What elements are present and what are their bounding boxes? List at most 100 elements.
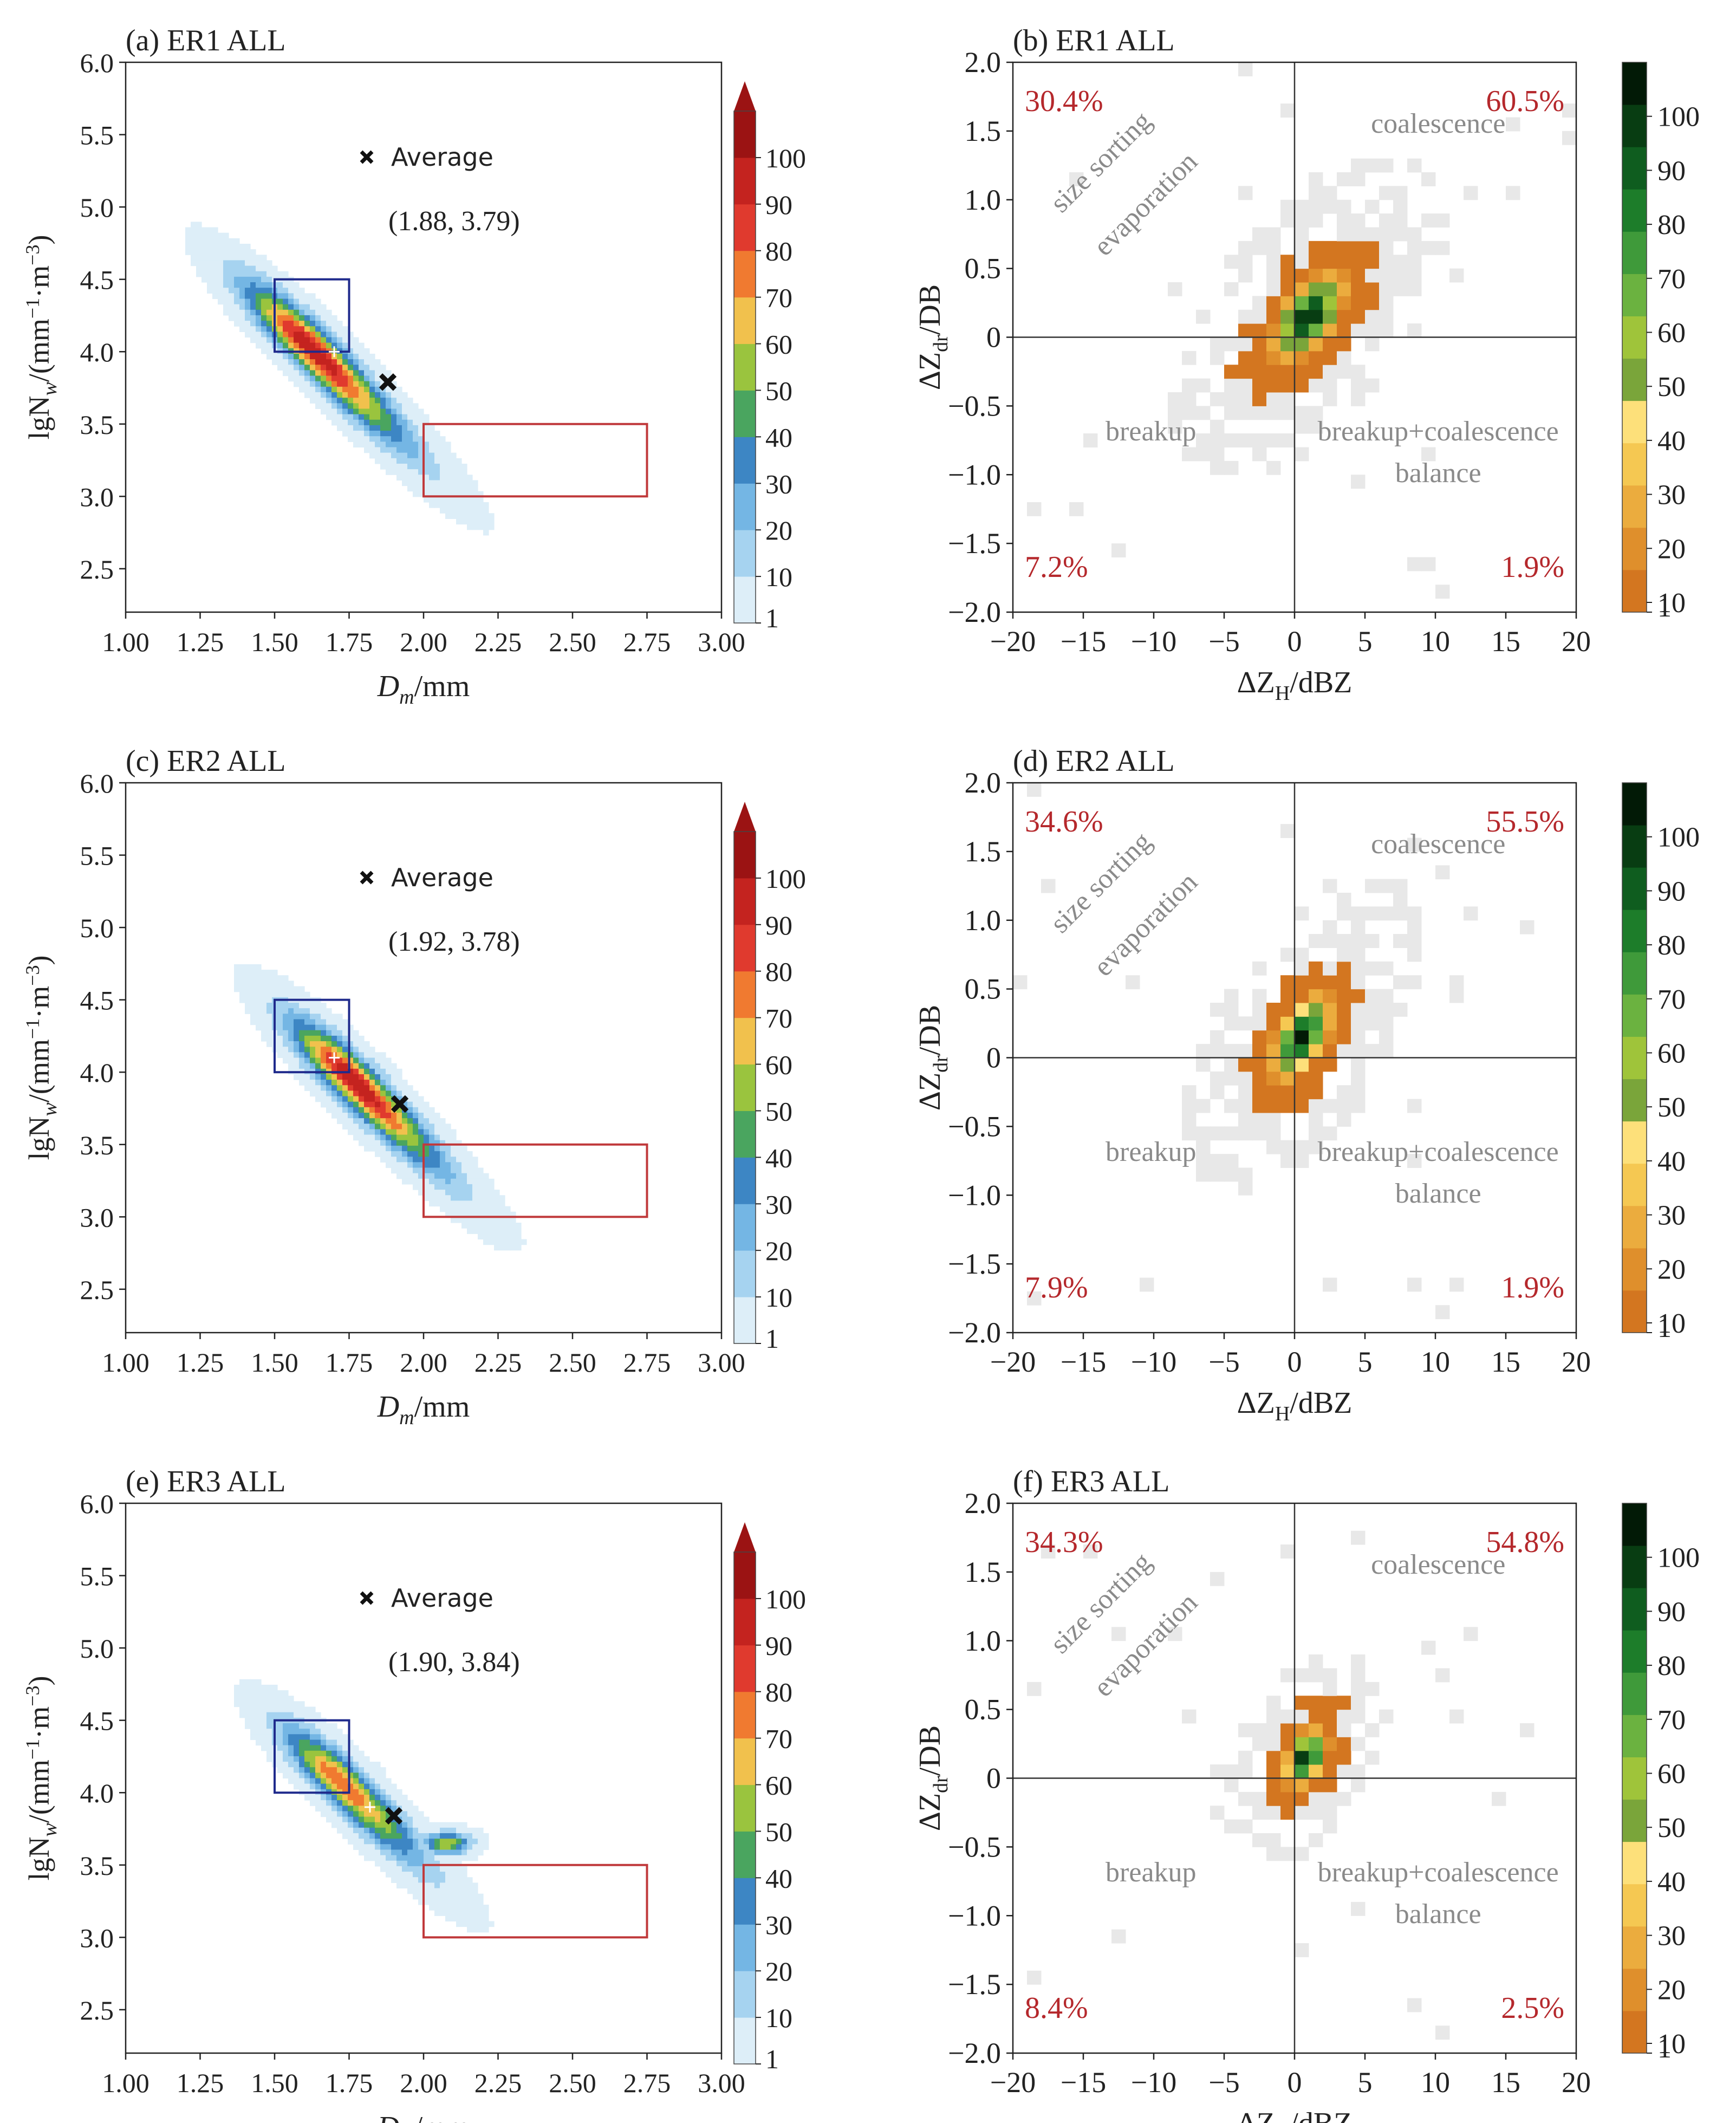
density-cell xyxy=(256,255,262,261)
density-cell xyxy=(304,1074,310,1080)
x-axis-label: Dm/mm xyxy=(377,670,470,709)
density-cell xyxy=(337,1041,343,1047)
colorbar-tick-label: 100 xyxy=(1657,102,1700,133)
histogram-cell xyxy=(1407,837,1422,852)
density-cell xyxy=(434,1849,440,1856)
density-cell xyxy=(315,332,321,338)
density-cell xyxy=(283,315,289,321)
density-cell xyxy=(413,1816,419,1823)
density-cell xyxy=(250,265,256,272)
density-cell xyxy=(234,243,240,250)
density-cell xyxy=(218,238,224,244)
density-cell xyxy=(364,1101,370,1108)
density-cell xyxy=(489,518,495,525)
density-cell xyxy=(456,1888,462,1894)
density-cell xyxy=(413,1162,419,1168)
density-cell xyxy=(277,1035,283,1042)
histogram-cell xyxy=(1182,1085,1197,1100)
density-cell xyxy=(304,1035,310,1042)
histogram-cell xyxy=(1295,1696,1309,1710)
density-cell xyxy=(321,1762,327,1768)
colorbar-tick-label: 80 xyxy=(765,957,792,987)
density-cell xyxy=(348,1767,354,1773)
density-cell xyxy=(467,1888,473,1894)
colorbar-segment xyxy=(1622,2010,1647,2054)
density-cell xyxy=(418,480,424,486)
density-cell xyxy=(396,1068,402,1075)
density-cell xyxy=(337,1030,343,1036)
histogram-cell xyxy=(1337,1709,1351,1724)
density-cell xyxy=(299,288,305,294)
density-cell xyxy=(353,403,359,410)
histogram-cell xyxy=(1238,1750,1253,1765)
density-cell xyxy=(283,1024,289,1031)
density-cell xyxy=(304,309,310,316)
density-cell xyxy=(472,1926,478,1933)
density-cell xyxy=(283,1047,289,1053)
density-cell xyxy=(315,1047,321,1053)
histogram-cell xyxy=(1309,1750,1323,1765)
density-cell xyxy=(483,1217,489,1223)
density-cell xyxy=(494,1239,500,1245)
density-cell xyxy=(467,502,473,508)
density-cell xyxy=(434,491,440,497)
density-cell xyxy=(375,1090,381,1097)
histogram-cell xyxy=(1351,1681,1366,1696)
histogram-cell xyxy=(1309,1778,1323,1793)
density-cell xyxy=(418,1101,424,1108)
colorbar-segment xyxy=(734,204,756,251)
density-cell xyxy=(348,1052,354,1059)
histogram-cell xyxy=(1266,1126,1281,1141)
density-cell xyxy=(483,1910,489,1916)
density-cell xyxy=(299,309,305,316)
density-cell xyxy=(294,1739,300,1746)
density-cell xyxy=(461,1223,467,1229)
density-cell xyxy=(467,1157,473,1163)
density-cell xyxy=(283,1030,289,1036)
density-cell xyxy=(294,1041,300,1047)
density-cell xyxy=(380,1151,386,1157)
density-cell xyxy=(337,1822,343,1828)
density-cell xyxy=(353,436,359,442)
histogram-cell xyxy=(1295,1709,1309,1724)
density-cell xyxy=(191,243,197,250)
y-tick-label: −0.5 xyxy=(948,1830,1001,1863)
density-cell xyxy=(277,1690,283,1696)
density-cell xyxy=(294,315,300,321)
density-cell xyxy=(386,452,392,459)
colorbar-segment xyxy=(1622,867,1647,910)
density-cell xyxy=(375,1134,381,1141)
density-cell xyxy=(375,403,381,410)
histogram-cell xyxy=(1266,1030,1281,1044)
density-cell xyxy=(489,1200,495,1207)
density-cell xyxy=(478,1921,484,1927)
density-cell xyxy=(229,276,235,283)
density-cell xyxy=(288,359,294,365)
density-cell xyxy=(407,419,413,426)
histogram-cell xyxy=(1168,419,1182,434)
histogram-cell xyxy=(1111,1627,1126,1641)
density-cell xyxy=(223,298,229,305)
density-cell xyxy=(391,458,397,464)
density-cell xyxy=(429,1113,435,1119)
histogram-cell xyxy=(1435,865,1450,880)
density-cell xyxy=(353,414,359,420)
density-cell xyxy=(353,1778,359,1784)
density-cell xyxy=(391,1849,397,1856)
density-cell xyxy=(331,1019,337,1025)
density-cell xyxy=(445,1888,451,1894)
density-cell xyxy=(456,1173,462,1179)
density-cell xyxy=(359,1057,365,1064)
density-cell xyxy=(451,1167,457,1174)
density-cell xyxy=(348,1816,354,1823)
density-cell xyxy=(299,1778,305,1784)
density-cell xyxy=(261,315,267,321)
density-cell xyxy=(391,469,397,475)
density-cell xyxy=(342,1734,348,1741)
density-cell xyxy=(413,442,419,448)
histogram-cell xyxy=(1182,1099,1197,1113)
histogram-cell xyxy=(1252,1126,1267,1141)
density-cell xyxy=(239,1712,245,1718)
density-cell xyxy=(245,975,251,981)
histogram-cell xyxy=(1266,1003,1281,1017)
